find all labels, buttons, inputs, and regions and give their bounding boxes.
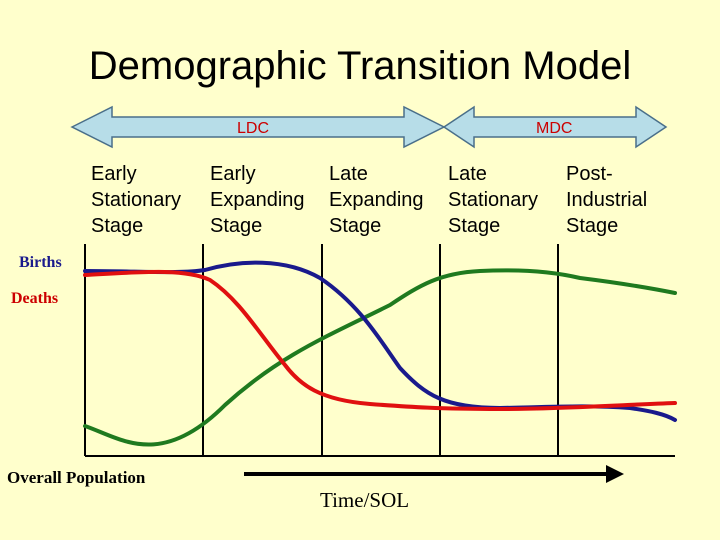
stage-label-early-stationary: Early Stationary Stage [91, 163, 182, 237]
births-label: Births [19, 254, 62, 271]
time-sol-label: Time/SOL [320, 488, 410, 512]
population-curve [83, 268, 677, 447]
mdc-arrow [442, 105, 668, 149]
stage-label-post-industrial: Post- Industrial Stage [566, 163, 648, 237]
deaths-curve [83, 269, 677, 412]
ldc-label: LDC [237, 120, 270, 137]
births-curve [83, 260, 677, 422]
mdc-label: MDC [536, 120, 573, 137]
time-arrow-head [606, 465, 624, 483]
overall-population-label: Overall Population [7, 468, 146, 487]
deaths-label: Deaths [11, 290, 59, 307]
stage-label-late-stationary: Late Stationary Stage [448, 163, 539, 237]
stage-label-late-expanding: Late Expanding Stage [329, 163, 424, 237]
slide-title: Demographic Transition Model [88, 44, 632, 88]
stage-label-early-expanding: Early Expanding Stage [210, 163, 305, 237]
